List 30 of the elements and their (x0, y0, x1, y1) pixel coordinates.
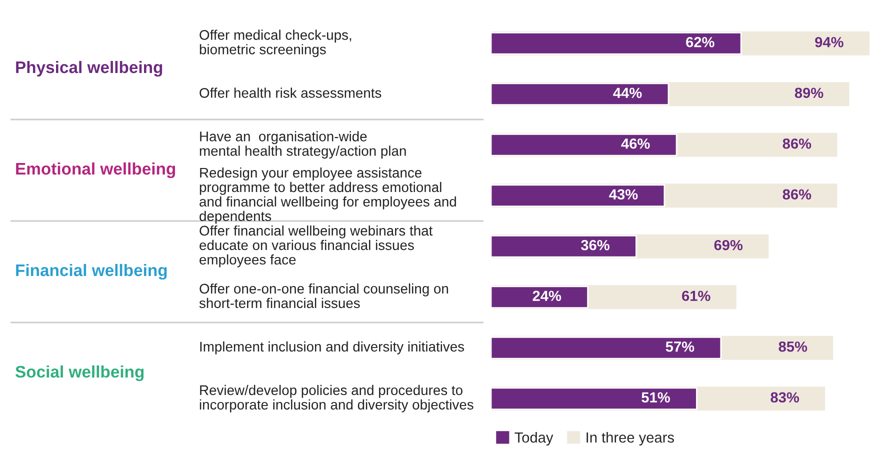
legend-label: In three years (586, 432, 674, 446)
y-tick-label: Review/develop policies and procedures to incorporate inclusion and diversity objectives (200, 384, 474, 412)
text: Social wellbeing (15, 365, 144, 382)
text: Emotional wellbeing (16, 162, 176, 178)
data-label: 24% (532, 290, 562, 302)
data-label: 86% (782, 189, 812, 200)
y-tick-label: Redesign your employee assistance programme to better address emotional and financial wellbeing for employees and dependents (200, 167, 456, 224)
data-label: 94% (815, 36, 844, 48)
data-label: 89% (794, 88, 824, 98)
y-tick-label: Offer one-on-one financial counseling on short-term financial issues (199, 283, 448, 308)
data-label: 86% (782, 138, 812, 149)
y-tick-label: Have an organisation-wide mental health strategy/action plan (200, 131, 406, 159)
data-label: 51% (642, 392, 670, 403)
data-label: 83% (770, 392, 800, 403)
data-label: 57% (666, 342, 694, 352)
data-label: 61% (682, 290, 710, 302)
legend-label: Today (514, 432, 554, 446)
data-label: 44% (613, 88, 642, 98)
data-label: 36% (580, 240, 610, 250)
text: Financial wellbeing (16, 264, 167, 280)
data-label: 43% (609, 189, 638, 200)
data-label: 62% (686, 36, 714, 48)
y-tick-label: Offer medical check-ups, biometric screenings (200, 30, 352, 58)
y-tick-label: Implement inclusion and diversity initiatives (200, 341, 464, 354)
y-tick-label: Offer health risk assessments (200, 88, 382, 98)
text: Physical wellbeing (16, 60, 162, 77)
y-tick-label: Offer financial wellbeing webinars that educate on various financial issues employees face (200, 225, 433, 268)
data-label: 46% (621, 138, 650, 149)
data-label: 69% (714, 240, 743, 250)
data-label: 85% (778, 341, 808, 352)
